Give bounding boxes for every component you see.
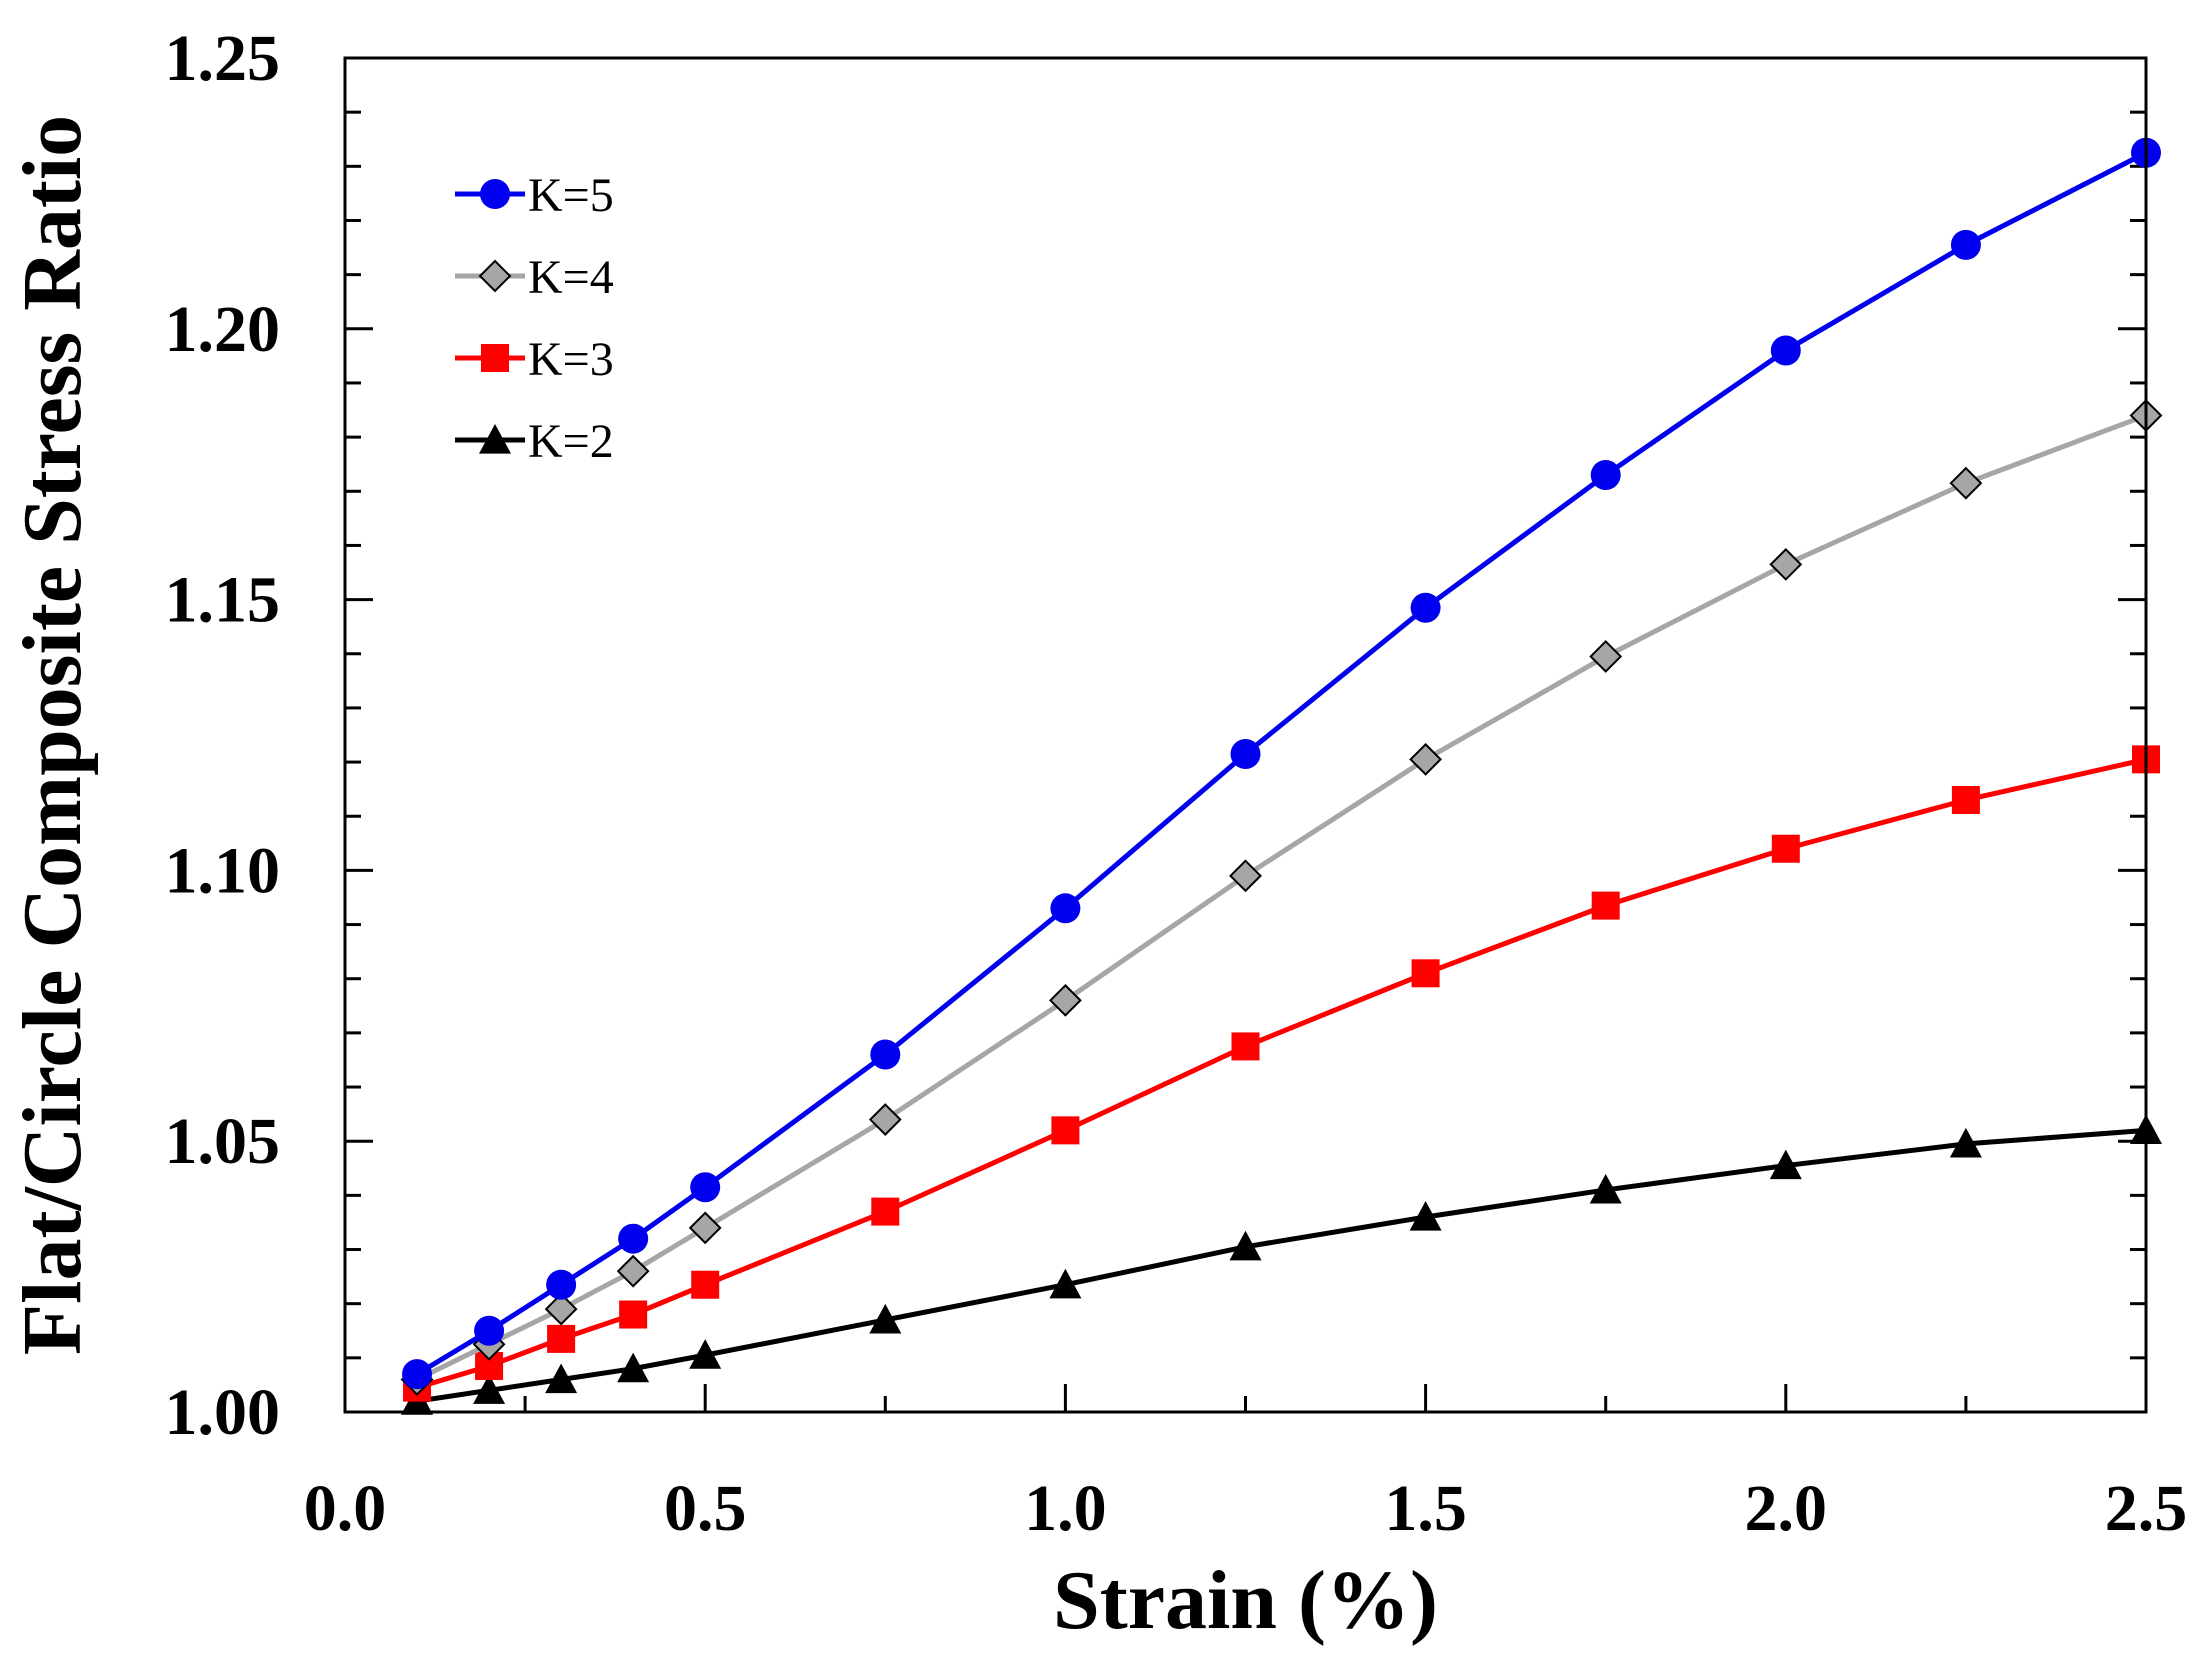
data-point-k3 bbox=[619, 1300, 648, 1329]
data-point-k4 bbox=[1589, 640, 1623, 673]
data-point-k2 bbox=[1589, 1173, 1622, 1204]
legend-marker bbox=[479, 424, 511, 454]
x-tick-label: 0.5 bbox=[664, 1472, 747, 1545]
data-point-k5 bbox=[1950, 229, 1981, 260]
data-point-k3 bbox=[1591, 891, 1620, 920]
legend-label: K=3 bbox=[528, 333, 614, 386]
data-point-k4 bbox=[1769, 547, 1803, 581]
x-tick-label: 2.0 bbox=[1745, 1472, 1828, 1545]
tick-labels: 0.0 0.5 1.0 1.5 2.0 2.5 1.00 1.05 1.10 1.15 1.20 1.… bbox=[165, 22, 2188, 1545]
legend-marker bbox=[481, 344, 509, 372]
data-point-k4 bbox=[1229, 859, 1262, 893]
plot-frame bbox=[343, 56, 2148, 1414]
series-k5 bbox=[402, 137, 2161, 1390]
legend-label: K=2 bbox=[528, 415, 614, 468]
y-tick-label: 1.05 bbox=[165, 1105, 281, 1178]
data-point-k2 bbox=[545, 1363, 578, 1394]
legend-label: K=5 bbox=[528, 169, 614, 222]
series-layer bbox=[400, 137, 2163, 1415]
legend: K=5 K=4 K=3 K=2 bbox=[455, 169, 614, 468]
x-tick-label: 1.0 bbox=[1024, 1472, 1107, 1545]
data-point-k2 bbox=[473, 1374, 506, 1404]
data-point-k5 bbox=[690, 1172, 721, 1203]
legend-item-k4: K=4 bbox=[455, 251, 614, 304]
legend-marker bbox=[480, 179, 510, 209]
data-point-k5 bbox=[402, 1359, 433, 1390]
data-point-k5 bbox=[618, 1223, 649, 1254]
y-tick-label: 1.10 bbox=[165, 834, 281, 907]
legend-marker bbox=[478, 259, 512, 293]
y-tick-label: 1.25 bbox=[165, 22, 281, 95]
data-point-k5 bbox=[1050, 893, 1081, 924]
legend-label: K=4 bbox=[528, 251, 614, 304]
data-point-k2 bbox=[1229, 1230, 1262, 1261]
data-point-k3 bbox=[1051, 1116, 1080, 1145]
data-point-k5 bbox=[1410, 592, 1441, 623]
data-point-k5 bbox=[1590, 460, 1621, 491]
data-point-k4 bbox=[1409, 742, 1443, 776]
data-point-k2 bbox=[1949, 1127, 1982, 1158]
data-point-k4 bbox=[544, 1292, 578, 1326]
data-point-k3 bbox=[1771, 834, 1800, 863]
x-tick-label: 0.0 bbox=[304, 1472, 387, 1545]
data-point-k3 bbox=[691, 1270, 720, 1299]
data-point-k2 bbox=[1409, 1201, 1442, 1231]
data-point-k3 bbox=[547, 1324, 576, 1353]
y-axis-title: Flat/Circle Composite Stress Ratio bbox=[6, 115, 99, 1355]
data-point-k5 bbox=[1230, 738, 1261, 769]
data-point-k4 bbox=[1949, 466, 1983, 500]
y-tick-label: 1.20 bbox=[165, 293, 281, 366]
data-point-k3 bbox=[1951, 785, 1980, 814]
y-tick-label: 1.15 bbox=[165, 564, 281, 637]
data-point-k5 bbox=[474, 1315, 505, 1346]
y-tick-label: 1.00 bbox=[165, 1376, 281, 1449]
data-point-k4 bbox=[616, 1254, 650, 1288]
data-point-k2 bbox=[869, 1303, 902, 1334]
data-point-k4 bbox=[868, 1103, 902, 1136]
data-point-k3 bbox=[871, 1197, 900, 1226]
legend-item-k2: K=2 bbox=[455, 415, 614, 468]
data-point-k2 bbox=[689, 1339, 722, 1369]
data-point-k2 bbox=[1769, 1149, 1802, 1180]
data-point-k5 bbox=[1770, 335, 1801, 366]
data-point-k5 bbox=[546, 1269, 577, 1300]
series-k3 bbox=[403, 745, 2160, 1402]
x-tick-label: 1.5 bbox=[1384, 1472, 1467, 1545]
data-point-k3 bbox=[1411, 959, 1440, 988]
legend-item-k5: K=5 bbox=[455, 169, 614, 222]
x-axis-title: Strain (%) bbox=[1053, 1554, 1438, 1647]
x-tick-label: 2.5 bbox=[2105, 1472, 2188, 1545]
data-point-k2 bbox=[617, 1352, 650, 1383]
legend-item-k3: K=3 bbox=[455, 333, 614, 386]
data-point-k3 bbox=[1231, 1032, 1260, 1061]
data-point-k5 bbox=[870, 1039, 901, 1070]
data-point-k2 bbox=[1049, 1268, 1082, 1299]
data-point-k4 bbox=[1048, 983, 1082, 1017]
data-point-k4 bbox=[688, 1211, 722, 1245]
